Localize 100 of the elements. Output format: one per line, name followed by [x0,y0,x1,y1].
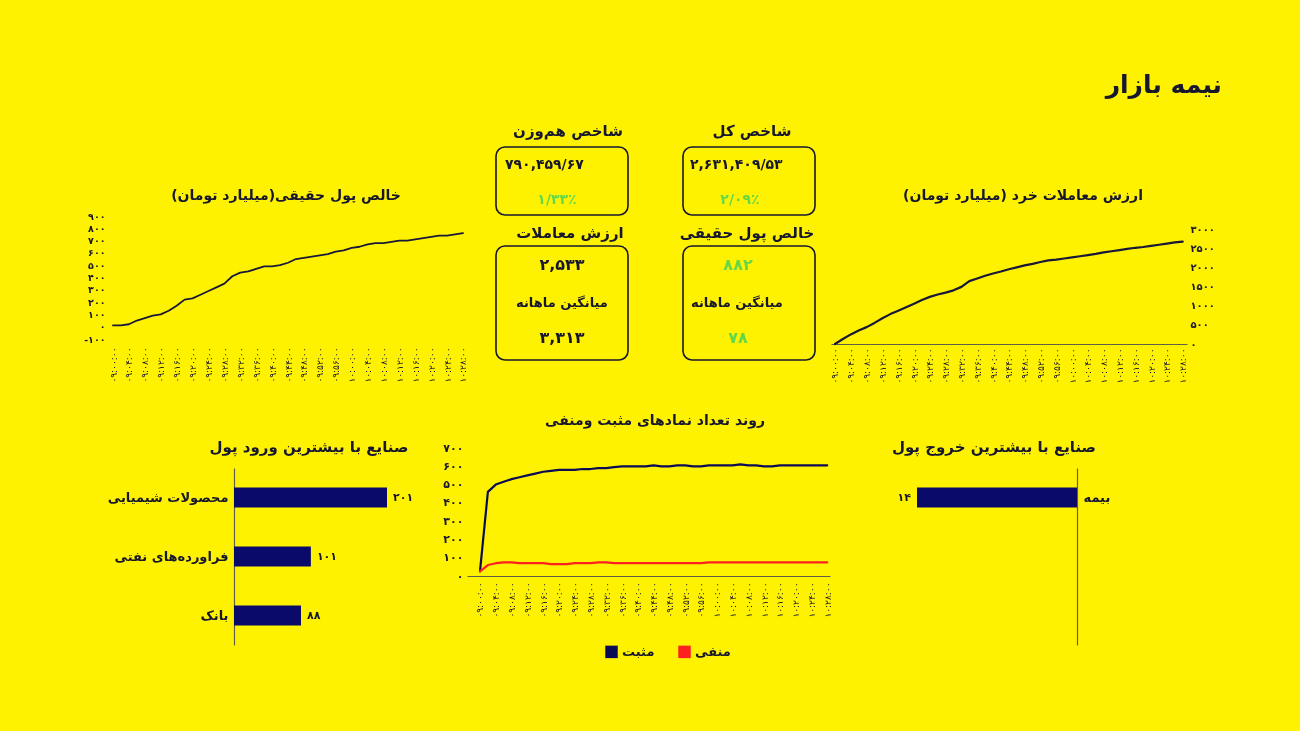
text: ۷۹۰,۴۵۹/۶۷ [505,156,585,172]
text: نیمه بازار [1103,70,1222,99]
x-tick-label: ۰۹:۳۲:۰۰ [956,348,967,384]
y-tick-label: ۱۰۰۰ [1190,300,1215,312]
text: ۲/۰۹٪ [720,191,760,207]
x-tick-label: ۱۰:۰۰:۰۰ [712,582,723,618]
x-tick-label: ۱۰:۱۲:۰۰ [1114,348,1125,384]
text: میانگین ماهانه [691,295,783,310]
y-tick-label: ۶۰۰ [88,247,106,259]
x-tick-label: ۱۰:۲۸:۰۰ [822,582,833,618]
y-tick-label: ۰ [99,321,106,333]
x-tick-label: ۰۹:۴۰:۰۰ [988,348,999,384]
x-tick-label: ۰۹:۴۴:۰۰ [1004,348,1015,384]
x-tick-label: ۱۰:۰۴:۰۰ [1083,348,1094,384]
x-tick-label: ۰۹:۳۶:۰۰ [617,582,628,618]
x-tick-label: ۰۹:۰۴:۰۰ [491,582,502,618]
y-tick-label: ۹۰۰ [88,210,106,222]
text: ۳,۳۱۳ [539,328,585,347]
y-tick-label: فراورده‌های نفتی [114,548,229,564]
text: شاخص هم‌وزن [513,122,623,140]
x-tick-label: ۱۰:۰۰:۰۰ [347,347,358,383]
text: ارزش معاملات [516,224,624,242]
x-tick-label: ۰۹:۲۰:۰۰ [909,348,920,384]
y-tick-label: ۳۰۰ [443,514,464,528]
y-tick-label: ۲۰۰ [443,532,464,546]
text: ۲,۶۳۱,۴۰۹/۵۳ [690,156,784,172]
text: شاخص کل [712,122,792,140]
y-tick-label: محصولات شیمیایی [107,489,229,505]
chart-title: خالص پول حقیقی(میلیارد تومان) [171,187,401,204]
x-tick-label: ۰۹:۱۲:۰۰ [522,582,533,618]
x-tick-label: ۰۹:۴۴:۰۰ [283,347,294,383]
y-tick-label: ۵۰۰ [443,478,464,492]
x-tick-label: ۱۰:۲۰:۰۰ [791,582,802,618]
y-tick-label: ۳۰۰۰ [1190,223,1215,235]
text: ۱/۳۳٪ [537,191,577,207]
text: خالص پول حقیقی [679,224,815,243]
x-tick-label: ۰۹:۰۰:۰۰ [475,582,486,618]
x-tick-label: ۱۰:۲۸:۰۰ [1178,348,1189,384]
x-tick-label: ۱۰:۰۸:۰۰ [743,582,754,618]
x-tick-label: ۰۹:۴۴:۰۰ [649,582,660,618]
x-tick-label: ۰۹:۰۸:۰۰ [507,582,518,618]
y-tick-label: ۱۰۰ [88,308,106,320]
x-tick-label: ۰۹:۵۲:۰۰ [1035,348,1046,384]
legend-label: منفی [695,643,731,659]
legend-label: مثبت [622,643,655,659]
x-tick-label: ۰۹:۵۶:۰۰ [1051,348,1062,384]
y-tick-label: بانک [200,607,229,623]
x-tick-label: ۰۹:۱۶:۰۰ [538,582,549,618]
x-tick-label: ۰۹:۴۸:۰۰ [299,347,310,383]
x-tick-label: ۱۰:۱۶:۰۰ [1130,348,1141,384]
x-tick-label: ۰۹:۳۲:۰۰ [601,582,612,618]
text: ۸۸۲ [723,255,753,274]
x-tick-label: ۰۹:۲۴:۰۰ [925,348,936,384]
x-tick-label: ۱۰:۲۴:۰۰ [806,582,817,618]
chart-title: روند تعداد نمادهای مثبت ومنفی [545,412,765,429]
x-tick-label: ۰۹:۰۸:۰۰ [862,348,873,384]
text: ۲,۵۳۳ [539,255,585,274]
x-tick-label: ۰۹:۱۲:۰۰ [156,347,167,383]
y-tick-label: ۴۰۰ [443,496,464,510]
x-tick-label: ۰۹:۵۶:۰۰ [331,347,342,383]
y-tick-label: ۴۰۰ [88,272,106,283]
y-tick-label: ۶۰۰ [443,459,464,473]
x-tick-label: ۰۹:۲۰:۰۰ [554,582,565,618]
line-series [112,232,464,327]
x-tick-label: ۱۰:۲۴:۰۰ [1162,348,1173,384]
x-tick-label: ۱۰:۰۸:۰۰ [1099,348,1110,384]
x-tick-label: ۱۰:۱۶:۰۰ [775,582,786,618]
x-tick-label: ۱۰:۰۰:۰۰ [1067,348,1078,384]
line-series [833,240,1184,346]
x-tick-label: ۱۰:۲۴:۰۰ [442,347,453,383]
x-tick-label: ۰۹:۳۲:۰۰ [235,347,246,383]
y-tick-label: ۲۵۰۰ [1190,242,1215,254]
y-tick-label: -۱۰۰ [84,333,106,345]
x-tick-label: ۰۹:۲۰:۰۰ [188,347,199,383]
x-tick-label: ۱۰:۲۸:۰۰ [458,347,469,383]
y-tick-label: ۷۰۰ [443,441,464,455]
x-tick-label: ۰۹:۱۶:۰۰ [893,348,904,384]
x-tick-label: ۰۹:۵۶:۰۰ [696,582,707,618]
x-tick-label: ۰۹:۲۸:۰۰ [941,348,952,384]
y-tick-label: بیمه [1083,489,1111,505]
y-tick-label: ۸۰۰ [88,222,106,234]
x-tick-label: ۰۹:۲۴:۰۰ [570,582,581,618]
x-tick-label: ۱۰:۰۴:۰۰ [363,347,374,383]
x-tick-label: ۰۹:۵۲:۰۰ [315,347,326,383]
y-tick-label: ۱۵۰۰ [1190,281,1215,292]
data-label: ۸۸ [306,608,321,622]
x-tick-label: ۰۹:۰۸:۰۰ [140,347,151,383]
x-tick-label: ۰۹:۵۲:۰۰ [680,582,691,618]
x-tick-label: ۰۹:۰۰:۰۰ [108,347,119,383]
y-tick-label: ۷۰۰ [88,235,106,247]
x-tick-label: ۱۰:۰۸:۰۰ [378,347,389,383]
y-tick-label: ۵۰۰ [1190,319,1209,331]
chart-title: صنایع با بیشترین ورود پول [209,438,409,457]
x-tick-label: ۱۰:۱۶:۰۰ [410,347,421,383]
x-tick-label: ۰۹:۳۶:۰۰ [972,348,983,384]
line-series [478,463,829,573]
x-tick-label: ۰۹:۲۸:۰۰ [585,582,596,618]
x-tick-label: ۱۰:۱۲:۰۰ [394,347,405,383]
x-tick-label: ۰۹:۱۲:۰۰ [877,348,888,384]
y-tick-label: ۲۰۰۰ [1190,261,1215,273]
